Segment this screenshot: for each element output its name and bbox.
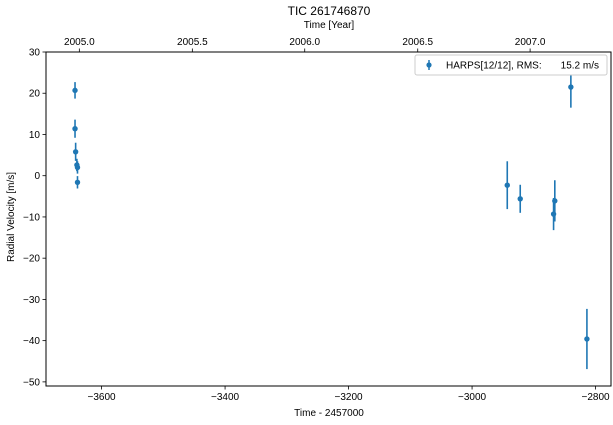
top-tick-label: 2007.0 bbox=[515, 37, 546, 48]
y-tick-label: −20 bbox=[23, 254, 40, 265]
data-point bbox=[72, 125, 78, 132]
top-tick-label: 2006.0 bbox=[289, 37, 320, 48]
data-points bbox=[72, 66, 590, 370]
axis-ticks: −3600 −3400 −3200 −3000 −2800 −50 −40 −30 −20 −10… bbox=[23, 37, 610, 403]
x-tick-label: −3200 bbox=[335, 392, 364, 403]
data-point bbox=[584, 336, 590, 342]
x-tick-label: −3000 bbox=[458, 392, 487, 403]
y-tick-label: −10 bbox=[23, 212, 40, 223]
top-x-axis-label: Time [Year] bbox=[304, 20, 355, 31]
legend-box bbox=[414, 54, 608, 76]
legend-rms: 15.2 m/s bbox=[561, 61, 599, 72]
data-point bbox=[72, 87, 78, 94]
x-tick-label: −3400 bbox=[211, 392, 240, 403]
top-tick-label: 2006.5 bbox=[402, 37, 433, 48]
y-tick-label: 30 bbox=[29, 48, 41, 59]
y-tick-label: 10 bbox=[29, 130, 41, 141]
x-axis-label: Time - 2457000 bbox=[294, 408, 364, 419]
top-tick-label: 2005.0 bbox=[64, 37, 95, 48]
data-point bbox=[517, 196, 523, 202]
y-tick-label: −40 bbox=[23, 336, 40, 347]
y-tick-label: −50 bbox=[23, 377, 40, 388]
plot-frame bbox=[45, 51, 612, 387]
y-tick-label: 20 bbox=[29, 89, 41, 100]
data-point bbox=[504, 182, 510, 188]
y-tick-label: −30 bbox=[23, 295, 40, 306]
top-tick-label: 2005.5 bbox=[177, 37, 208, 48]
legend: HARPS[12/12], RMS: 15.2 m/s bbox=[414, 54, 608, 76]
x-tick-label: −2800 bbox=[582, 392, 611, 403]
data-point bbox=[74, 164, 81, 171]
data-point bbox=[552, 198, 558, 204]
chart-title: TIC 261746870 bbox=[288, 4, 371, 18]
data-point bbox=[568, 84, 574, 90]
x-tick-label: −3600 bbox=[88, 392, 117, 403]
legend-marker bbox=[426, 62, 432, 68]
data-point bbox=[72, 149, 79, 155]
y-axis-label: Radial Velocity [m/s] bbox=[6, 172, 17, 262]
legend-label: HARPS[12/12], RMS: bbox=[446, 61, 542, 72]
data-point bbox=[74, 179, 81, 186]
y-tick-label: 0 bbox=[34, 171, 40, 182]
